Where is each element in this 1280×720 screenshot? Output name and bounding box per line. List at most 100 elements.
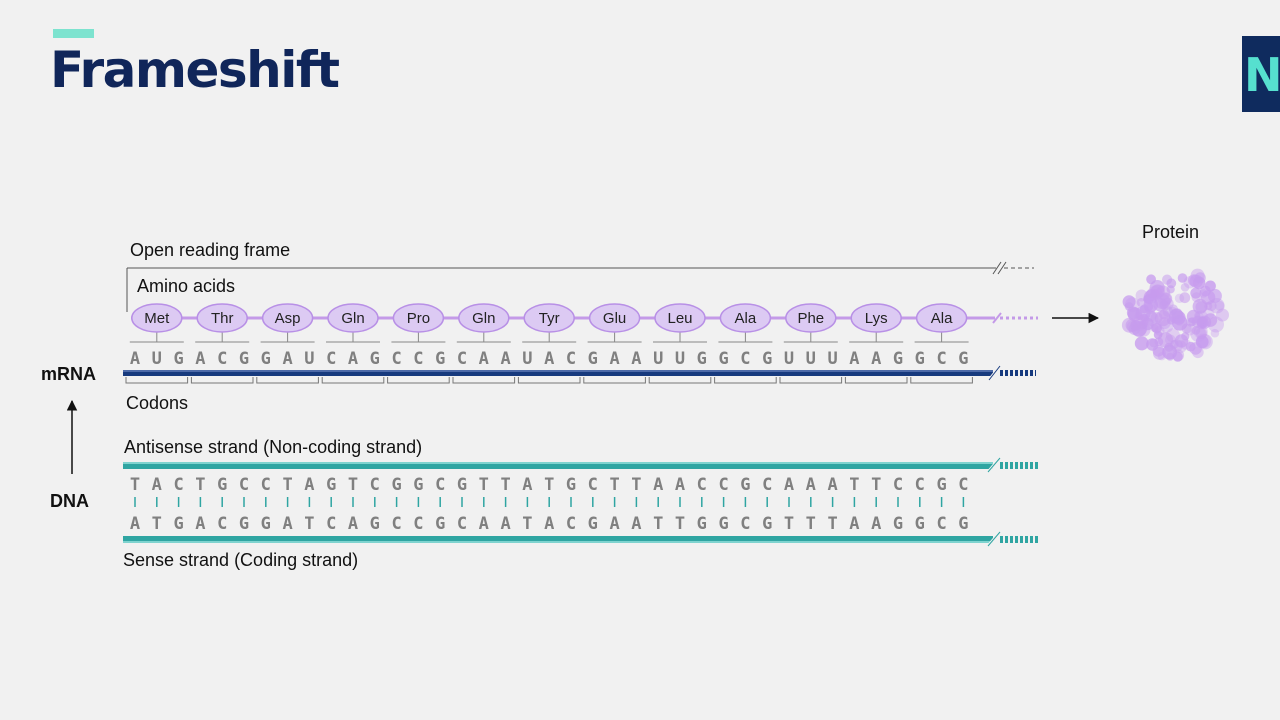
sense-base: C xyxy=(740,514,750,534)
antisense-base: C xyxy=(718,475,728,495)
antisense-base: T xyxy=(849,475,859,495)
antisense-base: C xyxy=(435,475,445,495)
antisense-base: T xyxy=(282,475,292,495)
amino-acid-phe: Phe xyxy=(783,303,838,343)
antisense-base: C xyxy=(370,475,380,495)
antisense-base: A xyxy=(152,475,162,495)
protein-residue xyxy=(1206,300,1217,312)
protein-residue xyxy=(1208,316,1224,333)
protein-residue xyxy=(1154,337,1164,347)
open-reading-frame-bracket xyxy=(126,261,1034,312)
sense-base: G xyxy=(173,514,183,534)
sense-base: T xyxy=(653,514,663,534)
sense-base: G xyxy=(893,514,903,534)
codon-bracket xyxy=(779,377,843,384)
amino-acid-gln: Gln xyxy=(456,303,511,343)
sense-base: C xyxy=(566,514,576,534)
sense-base: A xyxy=(631,514,641,534)
antisense-strand-label: Antisense strand (Non-coding strand) xyxy=(124,437,422,457)
protein-residue xyxy=(1214,300,1225,311)
antisense-base: A xyxy=(675,475,685,495)
sense-base: C xyxy=(326,514,336,534)
antisense-base: G xyxy=(936,475,946,495)
protein-residue xyxy=(1137,321,1146,330)
mrna-base: G xyxy=(762,349,772,369)
sense-base: A xyxy=(348,514,358,534)
sense-base: G xyxy=(261,514,271,534)
protein-residue xyxy=(1171,308,1183,319)
codon-bracket xyxy=(714,377,777,384)
mrna-base: A xyxy=(500,349,510,369)
antisense-base: C xyxy=(588,475,598,495)
mrna-base: U xyxy=(152,349,162,369)
antisense-base: A xyxy=(806,475,816,495)
protein-residue xyxy=(1157,352,1166,361)
amino-acid-met: Met xyxy=(129,303,184,343)
codon-bracket xyxy=(387,377,450,384)
protein-residue xyxy=(1181,323,1192,334)
antisense-base: A xyxy=(827,475,837,495)
protein-residue xyxy=(1143,297,1159,313)
antisense-base: G xyxy=(566,475,576,495)
protein-residue xyxy=(1144,311,1159,326)
sense-base: G xyxy=(958,514,968,534)
protein-residue xyxy=(1188,317,1197,326)
amino-acid-chain: Met Thr Asp Gln Pro Gln Tyr Glu Leu Ala Phe Lys Ala xyxy=(129,303,969,343)
sense-base: A xyxy=(282,514,292,534)
protein-residue xyxy=(1180,283,1190,292)
protein-residue xyxy=(1179,292,1191,304)
protein-residue xyxy=(1190,287,1202,299)
sense-base: C xyxy=(413,514,423,534)
sense-base: A xyxy=(479,514,489,534)
mrna-base: G xyxy=(958,349,968,369)
antisense-base: G xyxy=(740,475,750,495)
codon-bracket xyxy=(583,377,646,384)
antisense-base: T xyxy=(609,475,619,495)
mrna-base: A xyxy=(849,349,859,369)
mrna-base: U xyxy=(522,349,532,369)
antisense-base: T xyxy=(479,475,489,495)
amino-acids-label: Amino acids xyxy=(137,276,235,296)
amino-acid-label: Tyr xyxy=(539,310,560,327)
sense-base: A xyxy=(130,514,140,534)
slide-title: Frameshift xyxy=(50,41,340,99)
sense-base: T xyxy=(152,514,162,534)
brand-logo: Ne xyxy=(1242,36,1280,112)
mrna-base: U xyxy=(784,349,794,369)
sense-base: A xyxy=(544,514,554,534)
mrna-base: G xyxy=(261,349,271,369)
mrna-base: A xyxy=(544,349,554,369)
amino-acid-pro: Pro xyxy=(391,303,446,343)
protein-residue xyxy=(1154,325,1165,336)
sense-strand-label: Sense strand (Coding strand) xyxy=(123,550,358,570)
protein-residue xyxy=(1166,352,1175,361)
antisense-base: C xyxy=(697,475,707,495)
protein-residue xyxy=(1209,298,1225,314)
antisense-base: A xyxy=(304,475,314,495)
protein-residue xyxy=(1200,285,1211,297)
title-accent-bar xyxy=(53,29,94,38)
codon-brackets xyxy=(125,377,973,384)
mrna-base: G xyxy=(718,349,728,369)
mrna-base: A xyxy=(130,349,140,369)
protein-residue xyxy=(1145,289,1158,301)
mrna-base: C xyxy=(740,349,750,369)
amino-acid-glu: Glu xyxy=(587,303,642,343)
protein-residue xyxy=(1134,336,1149,351)
antisense-base: C xyxy=(239,475,249,495)
sense-base: A xyxy=(871,514,881,534)
amino-acid-label: Pro xyxy=(407,310,430,327)
antisense-base: C xyxy=(762,475,772,495)
mrna-base: C xyxy=(326,349,336,369)
amino-acid-leu: Leu xyxy=(653,303,707,343)
codon-bracket xyxy=(844,377,908,384)
amino-acid-label: Met xyxy=(144,310,170,327)
mrna-base: C xyxy=(936,349,946,369)
protein-residue xyxy=(1216,308,1229,322)
antisense-base: G xyxy=(326,475,336,495)
antisense-strand-backbone xyxy=(123,457,1040,473)
protein-residue xyxy=(1191,326,1201,335)
amino-acid-gln: Gln xyxy=(326,303,380,343)
